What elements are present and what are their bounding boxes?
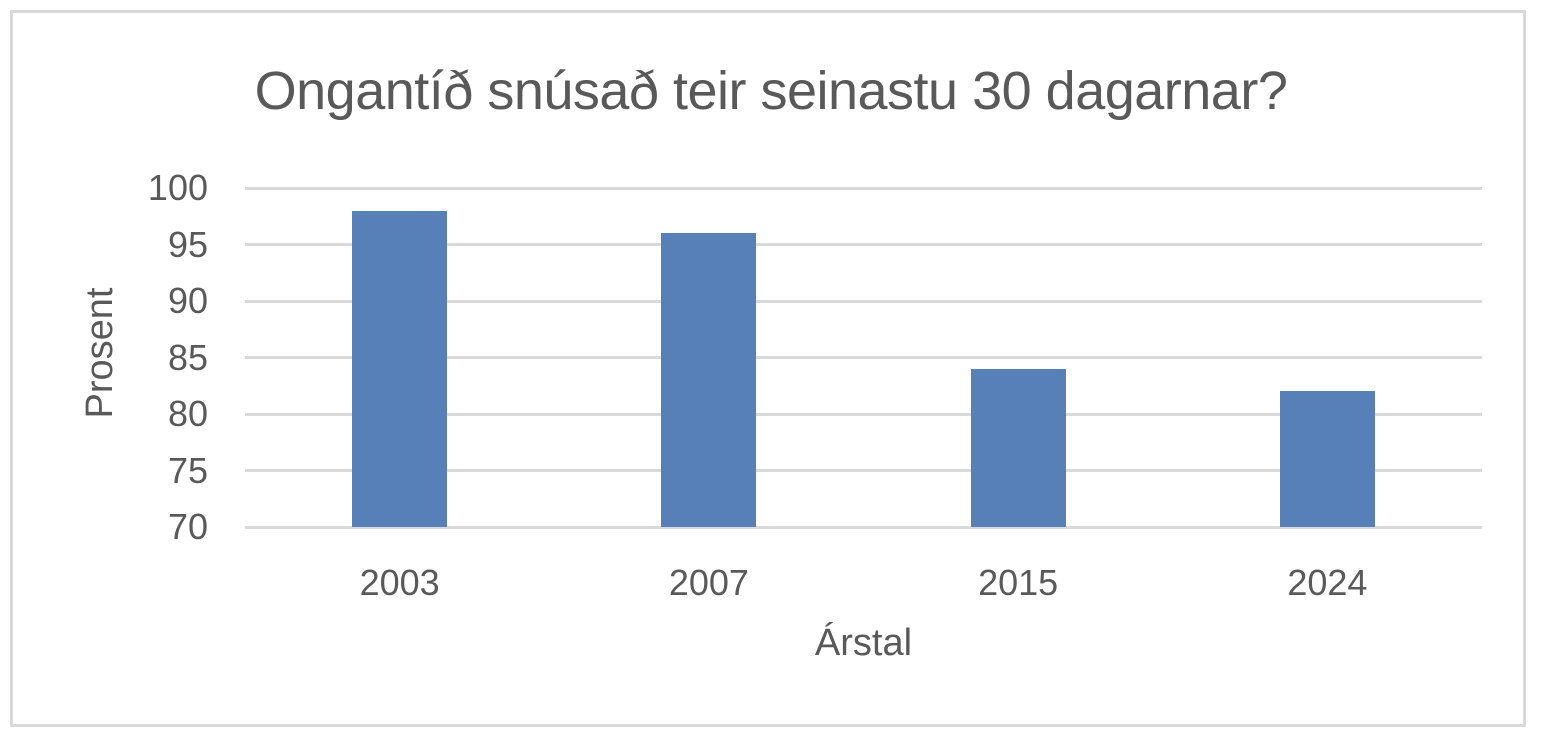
- x-tick-2015: 2015: [978, 562, 1059, 603]
- x-axis-title: Árstal: [814, 622, 913, 664]
- bar-2015: [970, 368, 1066, 527]
- bar-2024: [1279, 391, 1375, 527]
- y-tick-100: 100: [147, 167, 208, 208]
- y-tick-80: 80: [167, 393, 208, 434]
- gridline-100: [245, 186, 1482, 190]
- y-tick-75: 75: [167, 449, 208, 491]
- x-tick-2007: 2007: [668, 562, 749, 603]
- x-axis-line: [245, 525, 1482, 529]
- y-tick-90: 90: [167, 280, 208, 321]
- plot-area: [245, 186, 1482, 529]
- x-tick-2024: 2024: [1287, 562, 1368, 603]
- chart-title: Ongantíð snúsað teir seinastu 30 dagarna…: [254, 61, 1288, 121]
- y-axis-tick-labels: 70 75 80 85 90 95 100: [90, 167, 208, 547]
- y-tick-85: 85: [167, 336, 208, 378]
- x-tick-2003: 2003: [359, 562, 440, 603]
- gridline-85: [245, 356, 1482, 359]
- gridline-95: [245, 243, 1482, 246]
- gridline-90: [245, 299, 1482, 303]
- bar-2003: [352, 210, 448, 527]
- x-axis-tick-labels: 2003 2007 2015 2024: [245, 561, 1482, 605]
- y-tick-95: 95: [167, 223, 208, 265]
- bar-2007: [661, 233, 757, 527]
- chart-frame: [10, 10, 1526, 727]
- y-axis-title: Prosent: [79, 287, 121, 419]
- gridline-75: [245, 469, 1482, 472]
- gridline-80: [245, 412, 1482, 416]
- y-tick-70: 70: [167, 506, 208, 547]
